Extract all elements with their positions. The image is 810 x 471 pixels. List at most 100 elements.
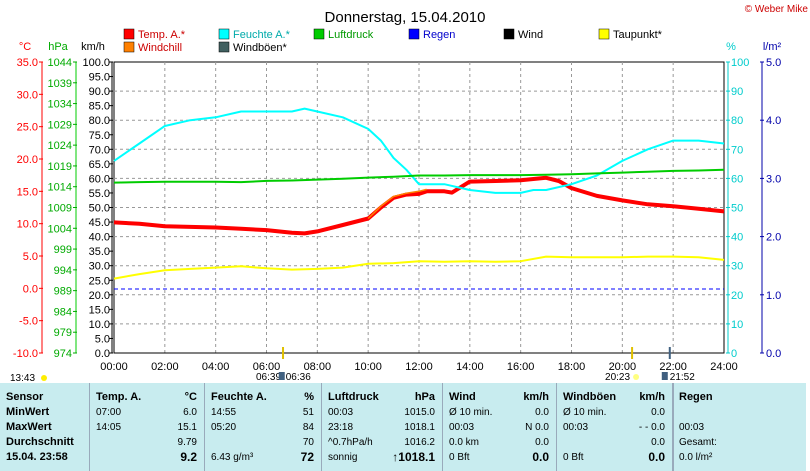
humidity-tick-label: 40 bbox=[731, 232, 743, 244]
series-feuchte-a bbox=[113, 107, 725, 194]
column-header: Wind bbox=[449, 391, 476, 403]
series-temp-a bbox=[113, 175, 725, 236]
column-unit: km/h bbox=[639, 391, 665, 403]
moonrise-icon bbox=[278, 372, 285, 380]
pressure-tick-label: 1034 bbox=[48, 99, 72, 111]
wind-tick-label: 15.0 bbox=[89, 304, 110, 316]
pressure-unit-label: hPa bbox=[48, 41, 68, 53]
wind-tick-label: 20.0 bbox=[89, 290, 110, 302]
rain-tick-label: 1.0 bbox=[766, 290, 781, 302]
table-column bbox=[322, 383, 443, 471]
cell-value: 1016.2 bbox=[404, 437, 435, 448]
x-tick-label: 14:00 bbox=[456, 361, 484, 373]
series-luftdruck bbox=[113, 168, 725, 184]
moonset-time: 21:52 bbox=[670, 372, 695, 383]
wind-tick-label: 75.0 bbox=[89, 130, 110, 142]
sun-moon-markers: 06:39 06:36 20:23 21:52 13:43 bbox=[10, 347, 695, 383]
humidity-tick-label: 50 bbox=[731, 203, 743, 215]
cell-value: 9.2 bbox=[180, 450, 197, 464]
stats-table: Sensor MinWert MaxWert Durchschnitt 15.04. 2… bbox=[0, 383, 806, 471]
cell-value: 72 bbox=[300, 450, 314, 464]
wind-tick-label: 0.0 bbox=[95, 348, 110, 360]
rain-unit-label: l/m² bbox=[763, 41, 782, 53]
pressure-tick-label: 1039 bbox=[48, 78, 72, 90]
legend-swatch bbox=[313, 28, 325, 40]
temp-tick-label: 15.0 bbox=[17, 186, 38, 198]
cell-label: Ø 10 min. bbox=[449, 407, 493, 418]
wind-tick-label: 95.0 bbox=[89, 72, 110, 84]
temp-tick-label: 0.0 bbox=[23, 283, 38, 295]
cell-label: 14:55 bbox=[211, 407, 237, 418]
humidity-tick-label: 60 bbox=[731, 173, 743, 185]
x-axis-labels: 00:00 02:00 04:00 06:00 08:00 10:00 12:00 14:00… bbox=[100, 361, 738, 373]
legend-label: Windchill bbox=[138, 42, 182, 54]
cell-value: - - 0.0 bbox=[638, 422, 665, 433]
row-label: Durchschnitt bbox=[6, 436, 74, 448]
legend-swatch bbox=[123, 28, 135, 40]
cell-value: 15.1 bbox=[177, 422, 197, 433]
column-header: Feuchte A. bbox=[211, 391, 267, 403]
legend-label: Feuchte A.* bbox=[233, 29, 291, 41]
legend-label: Luftdruck bbox=[328, 29, 374, 41]
y-axis-labels: 35.0 30.0 25.0 20.0 15.0 10.0 5.0 0.0 -5.0 -10.0 1… bbox=[13, 57, 781, 360]
table-column bbox=[90, 383, 205, 471]
sunrise-time: 06:39 bbox=[256, 372, 281, 383]
pressure-tick-label: 1024 bbox=[48, 140, 72, 152]
cell-label: 00:03 bbox=[679, 422, 705, 433]
legend-swatch bbox=[218, 28, 230, 40]
rain-tick-label: 4.0 bbox=[766, 115, 781, 127]
pressure-tick-label: 1004 bbox=[48, 223, 72, 235]
x-tick-label: 12:00 bbox=[405, 361, 433, 373]
cell-label: 23:18 bbox=[328, 422, 354, 433]
column-header: Luftdruck bbox=[328, 391, 379, 403]
cell-label: Ø 10 min. bbox=[563, 407, 607, 418]
wind-tick-label: 10.0 bbox=[89, 319, 110, 331]
table-column bbox=[205, 383, 322, 471]
cell-label: 0 Bft bbox=[563, 452, 584, 463]
humidity-tick-label: 80 bbox=[731, 115, 743, 127]
cell-value: 0.0 bbox=[535, 437, 549, 448]
column-unit: km/h bbox=[523, 391, 549, 403]
rain-tick-label: 3.0 bbox=[766, 173, 781, 185]
wind-tick-label: 25.0 bbox=[89, 275, 110, 287]
temp-tick-label: 5.0 bbox=[23, 251, 38, 263]
series-windchill bbox=[367, 188, 427, 220]
chart-legend: Temp. A.* Feuchte A.* Luftdruck Regen Wind Ta… bbox=[123, 28, 663, 54]
copyright-text: © Weber Mike bbox=[745, 4, 809, 15]
cell-value: 1015.0 bbox=[404, 407, 435, 418]
wind-tick-label: 80.0 bbox=[89, 115, 110, 127]
cell-value: 0.0 bbox=[651, 407, 665, 418]
cell-label: 05:20 bbox=[211, 422, 237, 433]
legend-label: Taupunkt* bbox=[613, 29, 663, 41]
wind-unit-label: km/h bbox=[81, 41, 105, 53]
cell-label: 0.0 km bbox=[449, 437, 480, 448]
x-tick-label: 20:00 bbox=[609, 361, 637, 373]
column-header: Regen bbox=[679, 391, 713, 403]
temp-tick-label: -10.0 bbox=[13, 348, 38, 360]
pressure-tick-label: 994 bbox=[54, 265, 72, 277]
wind-tick-label: 65.0 bbox=[89, 159, 110, 171]
cell-label: 6.43 g/m³ bbox=[211, 452, 254, 463]
humidity-tick-label: 30 bbox=[731, 261, 743, 273]
sunset-time: 20:23 bbox=[605, 372, 630, 383]
cell-label: 0 Bft bbox=[449, 452, 470, 463]
cell-label: 14:05 bbox=[96, 422, 122, 433]
moonset-icon bbox=[661, 372, 668, 380]
pressure-tick-label: 984 bbox=[54, 306, 72, 318]
axis-unit-headers: °C hPa km/h% l/m² bbox=[19, 41, 782, 53]
legend-swatch bbox=[598, 28, 610, 40]
humidity-tick-label: 10 bbox=[731, 319, 743, 331]
row-label: Sensor bbox=[6, 391, 44, 403]
legend-label: Wind bbox=[518, 29, 543, 41]
legend-label: Regen bbox=[423, 29, 455, 41]
legend-swatch bbox=[123, 41, 135, 53]
temp-tick-label: 10.0 bbox=[17, 219, 38, 231]
cell-value: 51 bbox=[302, 407, 314, 418]
x-tick-label: 10:00 bbox=[354, 361, 382, 373]
row-label: MinWert bbox=[6, 406, 50, 418]
weather-chart: Donnerstag, 15.04.2010 © Weber Mike Temp… bbox=[10, 4, 809, 383]
temp-tick-label: -5.0 bbox=[19, 316, 38, 328]
cell-value: 9.79 bbox=[177, 437, 197, 448]
wind-tick-label: 30.0 bbox=[89, 261, 110, 273]
row-label: MaxWert bbox=[6, 421, 52, 433]
